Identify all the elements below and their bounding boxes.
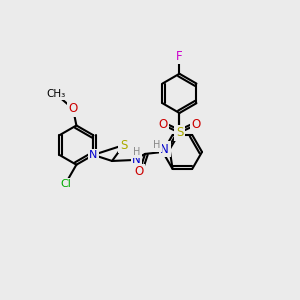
Text: Cl: Cl xyxy=(60,179,71,189)
Text: O: O xyxy=(135,165,144,178)
Text: O: O xyxy=(68,102,78,115)
Text: N: N xyxy=(89,150,98,160)
Text: F: F xyxy=(176,50,183,63)
Text: CH₃: CH₃ xyxy=(47,89,66,99)
Text: O: O xyxy=(158,118,167,131)
Text: N: N xyxy=(160,143,169,156)
Text: O: O xyxy=(191,118,201,131)
Text: S: S xyxy=(176,126,183,139)
Text: H: H xyxy=(153,140,161,150)
Text: H: H xyxy=(133,147,140,157)
Text: S: S xyxy=(120,139,127,152)
Text: N: N xyxy=(132,152,141,166)
